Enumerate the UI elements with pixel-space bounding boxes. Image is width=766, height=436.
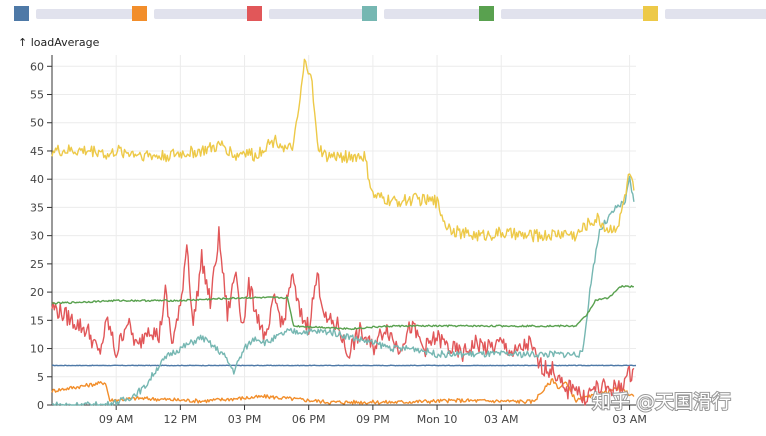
series-line-5[interactable] [51, 58, 635, 243]
legend-swatch-2[interactable] [247, 6, 262, 21]
series-line-4[interactable] [51, 285, 635, 331]
legend-label-blurred-0[interactable] [36, 9, 140, 19]
y-tick-label-60: 60 [30, 60, 44, 73]
legend-swatch-1[interactable] [132, 6, 147, 21]
series-line-0[interactable] [51, 364, 637, 367]
x-tick-label-4: 09 PM [356, 413, 390, 426]
axes: 0 5 10 15 20 25 30 35 40 45 50 55 60 09 AM 12 PM 03 PM 0… [30, 55, 647, 426]
y-tick-label-50: 50 [30, 117, 44, 130]
y-tick-label-55: 55 [30, 89, 44, 102]
legend-swatch-0[interactable] [14, 6, 29, 21]
x-tick-label-5: Mon 10 [417, 413, 458, 426]
legend-swatch-5[interactable] [643, 6, 658, 21]
legend-label-blurred-4[interactable] [501, 9, 645, 19]
legend-label-blurred-1[interactable] [154, 9, 248, 19]
grid [52, 55, 636, 406]
x-tick-label-1: 12 PM [164, 413, 198, 426]
x-tick-label-6: 03 AM [484, 413, 519, 426]
x-tick-label-2: 03 PM [228, 413, 262, 426]
y-tick-label-30: 30 [30, 230, 44, 243]
y-tick-label-45: 45 [30, 145, 44, 158]
series-line-2[interactable] [51, 226, 635, 406]
y-tick-label-25: 25 [30, 258, 44, 271]
series-layer [51, 58, 637, 406]
y-axis-label: ↑ loadAverage [18, 36, 100, 49]
y-tick-label-40: 40 [30, 173, 44, 186]
y-tick-label-20: 20 [30, 286, 44, 299]
y-tick-label-15: 15 [30, 314, 44, 327]
legend-swatch-4[interactable] [479, 6, 494, 21]
legend [14, 6, 766, 21]
legend-label-blurred-5[interactable] [665, 9, 766, 19]
y-tick-label-5: 5 [37, 371, 44, 384]
y-tick-label-10: 10 [30, 343, 44, 356]
legend-swatch-3[interactable] [362, 6, 377, 21]
watermark: 知乎 @天国滑行 [591, 390, 732, 414]
x-tick-label-0: 09 AM [99, 413, 134, 426]
legend-label-blurred-3[interactable] [384, 9, 484, 19]
legend-label-blurred-2[interactable] [269, 9, 369, 19]
series-line-3[interactable] [51, 175, 635, 406]
x-tick-label-7: 03 AM [612, 413, 647, 426]
y-tick-label-35: 35 [30, 201, 44, 214]
watermark-text: 知乎 @天国滑行 [592, 391, 731, 413]
series-line-1[interactable] [51, 378, 635, 405]
x-tick-label-3: 06 PM [292, 413, 326, 426]
y-tick-label-0: 0 [37, 399, 44, 412]
